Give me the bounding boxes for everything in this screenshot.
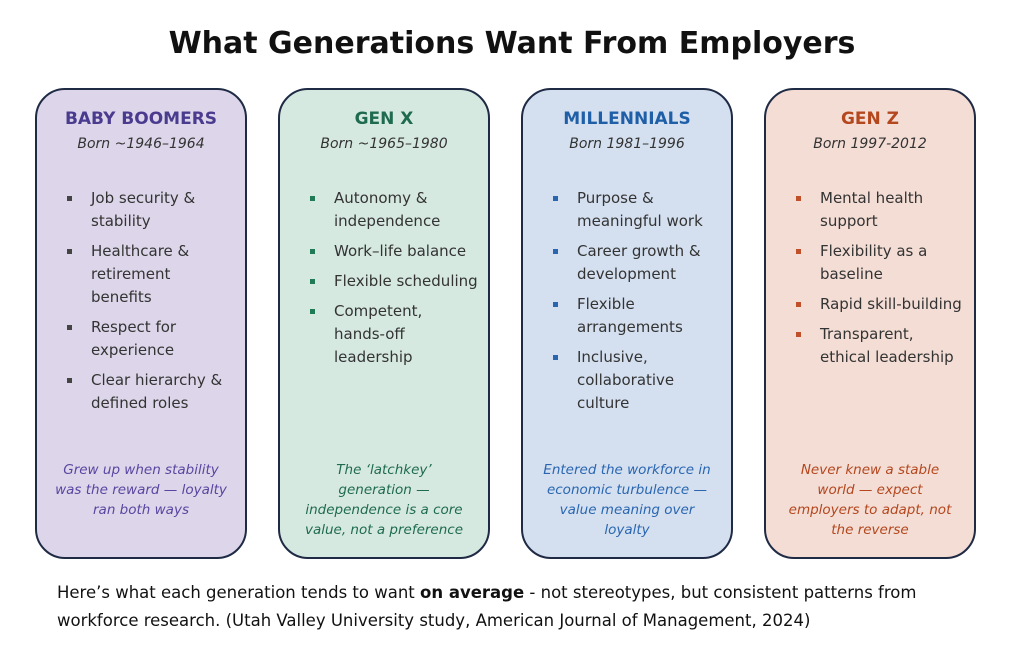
item-text: Flexible arrangements <box>577 295 683 336</box>
bullet <box>796 196 801 201</box>
card-heading: MILLENNIALS <box>563 109 691 129</box>
bullet <box>310 279 315 284</box>
item-text: Work–life balance <box>334 242 467 260</box>
bullet <box>67 196 72 201</box>
item: Clear hierarchy & defined roles <box>65 369 235 415</box>
bullet <box>310 196 315 201</box>
card-note: Never knew a stable world — expect emplo… <box>788 462 952 538</box>
card-born: Born 1981–1996 <box>569 136 685 152</box>
item-text: Respect for experience <box>91 318 177 359</box>
bullet <box>310 309 315 314</box>
item-list: Purpose & meaningful work Career growth &… <box>551 187 721 422</box>
item: Flexibility as a baseline <box>794 240 964 286</box>
bullet <box>67 378 72 383</box>
card-born: Born 1997-2012 <box>813 136 927 152</box>
card: GEN Z Born 1997-2012 Mental health support… <box>764 88 976 559</box>
item: Transparent, ethical leadership <box>794 323 964 369</box>
footer-bold: on average <box>420 583 525 602</box>
card-heading: GEN Z <box>840 109 900 129</box>
item: Purpose & meaningful work <box>551 187 721 233</box>
bullet <box>796 332 801 337</box>
item-text: Healthcare & retirement benefits <box>91 242 190 306</box>
item-text: Clear hierarchy & defined roles <box>91 371 223 412</box>
item-list: Autonomy & independence Work–life balance… <box>308 187 478 376</box>
footer-text: Here’s what each generation tends to wan… <box>57 583 420 602</box>
bullet <box>553 355 558 360</box>
card-note: Grew up when stability was the reward — … <box>55 462 227 518</box>
item: Work–life balance <box>308 240 478 263</box>
footer-text: - not stereotypes, but consistent patter… <box>57 583 917 630</box>
card: BABY BOOMERS Born ~1946–1964 Job security … <box>35 88 247 559</box>
item-text: Flexible scheduling <box>334 272 478 290</box>
item-text: Transparent, ethical leadership <box>820 325 954 366</box>
item-text: Purpose & meaningful work <box>577 189 703 230</box>
item-text: Career growth & development <box>577 242 701 283</box>
item: Flexible arrangements <box>551 293 721 339</box>
card: GEN X Born ~1965–1980 Autonomy & independe… <box>278 88 490 559</box>
bullet <box>796 302 801 307</box>
bullet <box>67 325 72 330</box>
bullet <box>796 249 801 254</box>
card-note: The ‘latchkey’ generation — independence… <box>304 462 464 538</box>
item: Job security & stability <box>65 187 235 233</box>
bullet <box>553 249 558 254</box>
item: Rapid skill-building <box>794 293 964 316</box>
item-text: Mental health support <box>820 189 924 230</box>
card-heading: BABY BOOMERS <box>64 109 218 129</box>
card-born: Born ~1946–1964 <box>77 136 205 152</box>
item-list: Mental health support Flexibility as a ba… <box>794 187 964 376</box>
item-text: Inclusive, collaborative culture <box>577 348 675 412</box>
item: Inclusive, collaborative culture <box>551 346 721 415</box>
item-text: Job security & stability <box>91 189 196 230</box>
card-born: Born ~1965–1980 <box>320 136 448 152</box>
footer: Here’s what each generation tends to wan… <box>57 579 957 635</box>
item: Autonomy & independence <box>308 187 478 233</box>
item-text: Autonomy & independence <box>334 189 441 230</box>
item: Career growth & development <box>551 240 721 286</box>
item: Flexible scheduling <box>308 270 478 293</box>
bullet <box>310 249 315 254</box>
item-list: Job security & stability Healthcare & ret… <box>65 187 235 422</box>
card: MILLENNIALS Born 1981–1996 Purpose & meani… <box>521 88 733 559</box>
bullet <box>67 249 72 254</box>
item-text: Flexibility as a baseline <box>820 242 928 283</box>
item: Mental health support <box>794 187 964 233</box>
bullet <box>553 196 558 201</box>
card-note: Entered the workforce in economic turbul… <box>543 462 711 538</box>
item: Respect for experience <box>65 316 235 362</box>
title: What Generations Want From Employers <box>168 26 856 61</box>
item-text: Competent, hands-off leadership <box>334 302 423 366</box>
item: Competent, hands-off leadership <box>308 300 478 369</box>
bullet <box>553 302 558 307</box>
item: Healthcare & retirement benefits <box>65 240 235 309</box>
card-heading: GEN X <box>354 109 414 129</box>
item-text: Rapid skill-building <box>820 295 962 313</box>
